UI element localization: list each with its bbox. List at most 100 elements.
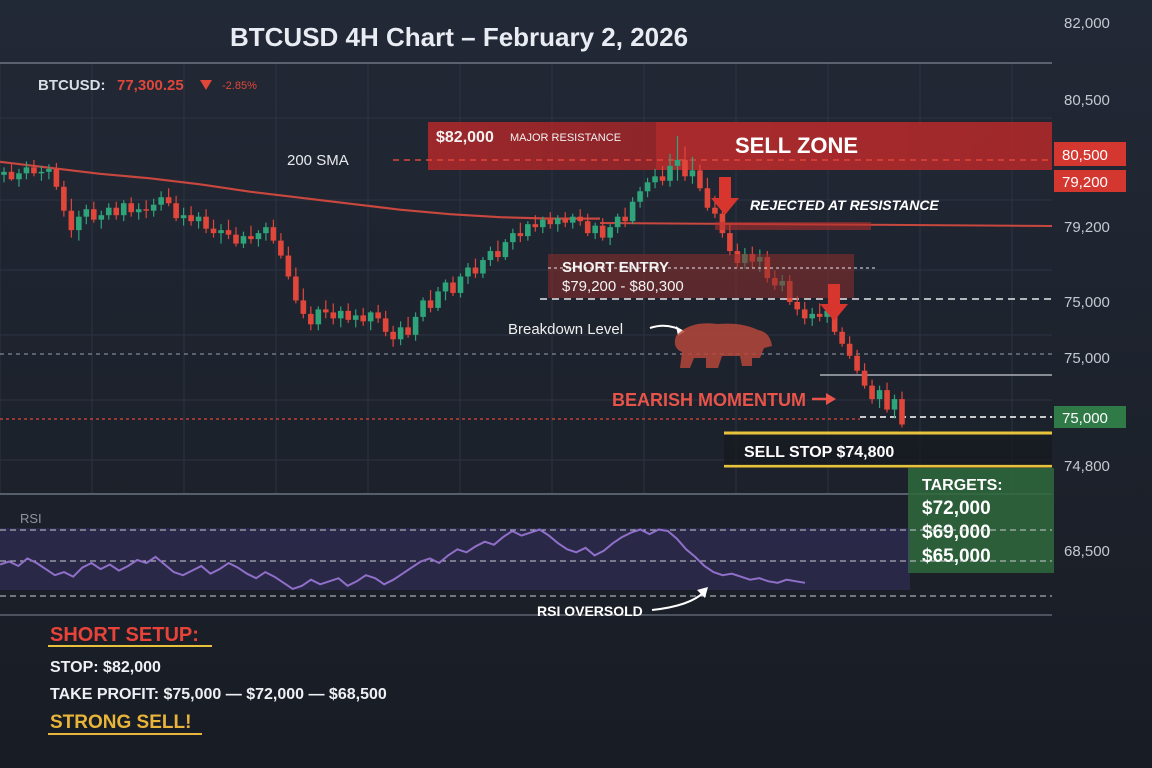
candle-body <box>712 207 718 214</box>
candle-body <box>1 171 7 175</box>
candle-body <box>165 197 172 204</box>
candle-body <box>816 313 823 317</box>
targets-title: TARGETS: <box>922 477 1003 494</box>
candle-body <box>525 224 531 237</box>
candle-body <box>562 218 569 223</box>
candle-body <box>255 233 262 240</box>
candle-body <box>352 315 359 320</box>
candle-body <box>382 318 389 332</box>
candle-body <box>225 230 232 235</box>
candle-body <box>308 313 314 325</box>
down-arrow-icon <box>711 177 739 215</box>
candle-body <box>31 167 37 174</box>
candle-body <box>644 182 651 192</box>
short-entry-range: $79,200 - $80,300 <box>562 278 684 295</box>
ticker-label: BTCUSD: <box>38 77 106 94</box>
candle-body <box>38 171 45 174</box>
candle-body <box>547 219 554 225</box>
candle-body <box>831 310 838 332</box>
axis-label-75000-a: 75,000 <box>1064 294 1110 311</box>
candle-body <box>173 203 179 219</box>
candle-body <box>614 216 621 228</box>
candle-body <box>390 331 396 340</box>
candle-body <box>91 209 97 220</box>
candle-body <box>405 327 411 335</box>
setup-stop: STOP: $82,000 <box>50 659 161 676</box>
candle-body <box>158 197 164 205</box>
candle-body <box>472 267 479 274</box>
candle-body <box>337 310 344 319</box>
candle-body <box>16 173 22 180</box>
candle-body <box>427 300 434 308</box>
candle-body <box>704 188 711 208</box>
candle-body <box>46 168 52 172</box>
sell-zone-sub: MAJOR RESISTANCE <box>510 132 621 144</box>
sell-stop-box <box>724 435 1052 465</box>
candle-body <box>278 240 284 256</box>
candle-body <box>540 219 546 228</box>
down-arrow-icon <box>820 284 848 321</box>
chart-title: BTCUSD 4H Chart – February 2, 2026 <box>230 22 688 52</box>
candle-body <box>480 260 486 274</box>
candle-body <box>23 167 30 174</box>
candle-body <box>682 159 688 177</box>
candle-body <box>577 216 584 222</box>
bear-icon <box>674 323 772 368</box>
candle-body <box>502 242 509 258</box>
candle-body <box>397 327 404 340</box>
candle-body <box>794 301 801 310</box>
candle-body <box>846 343 853 356</box>
candle-body <box>899 399 905 425</box>
candle-body <box>637 191 643 202</box>
candle-body <box>667 165 673 181</box>
candle-body <box>450 282 456 293</box>
rsi-label: RSI <box>20 511 42 526</box>
candle-body <box>135 209 142 213</box>
axis-label-75000-b: 75,000 <box>1064 350 1110 367</box>
candle-body <box>697 170 703 189</box>
candle-body <box>322 309 329 313</box>
down-arrow-icon <box>200 80 212 90</box>
sell-stop-label: SELL STOP $74,800 <box>744 444 894 461</box>
candle-body <box>367 312 374 322</box>
candle-body <box>532 224 539 228</box>
candle-body <box>495 251 501 258</box>
candle-body <box>442 282 449 292</box>
candle-body <box>824 310 830 317</box>
rejected-label: REJECTED AT RESISTANCE <box>750 197 939 213</box>
candle-body <box>517 233 524 237</box>
candle-body <box>876 390 883 400</box>
candle-body <box>487 251 494 261</box>
target-1: $72,000 <box>922 498 991 519</box>
candle-body <box>345 310 352 320</box>
candle-body <box>622 216 628 222</box>
sell-zone-highlight <box>656 122 1052 170</box>
sma-200-line <box>0 160 600 220</box>
candle-body <box>143 209 149 211</box>
axis-label-79200: 79,200 <box>1064 219 1110 236</box>
axis-label-74800: 74,800 <box>1064 458 1110 475</box>
candle-body <box>457 276 464 293</box>
axis-badge-75000 <box>1054 406 1126 428</box>
setup-verdict: STRONG SELL! <box>50 712 191 733</box>
candle-body <box>569 216 576 223</box>
rsi-oversold-label: RSI OVERSOLD <box>537 603 643 619</box>
candle-body <box>674 159 681 166</box>
candle-body <box>554 218 561 225</box>
axis-label-82000: 82,000 <box>1064 15 1110 32</box>
candle-body <box>465 267 471 277</box>
candle-body <box>53 168 60 187</box>
candle-body <box>98 215 105 220</box>
candle-body <box>599 225 606 238</box>
rsi-line <box>0 528 806 591</box>
axis-badge-75000-text: 75,000 <box>1062 410 1108 427</box>
short-entry-box <box>548 254 854 298</box>
candle-body <box>592 225 598 234</box>
candle-body <box>607 227 613 238</box>
candle-body <box>68 210 75 231</box>
ticker-price: 77,300.25 <box>117 77 184 94</box>
candle-body <box>263 227 269 234</box>
candle-body <box>233 234 239 244</box>
candle-body <box>61 186 67 211</box>
